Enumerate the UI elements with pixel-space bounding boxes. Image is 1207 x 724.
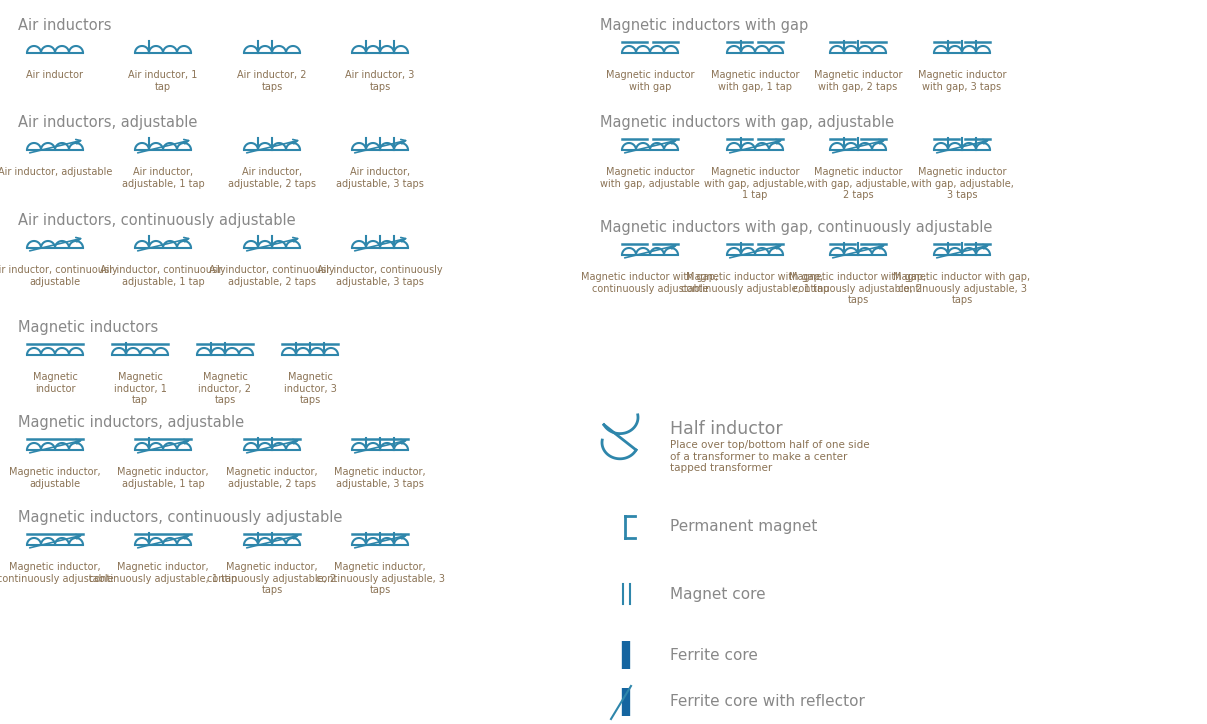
Text: Air inductor, 3
taps: Air inductor, 3 taps — [345, 70, 415, 92]
Text: Magnetic inductor
with gap, 3 taps: Magnetic inductor with gap, 3 taps — [917, 70, 1007, 92]
Text: Magnetic inductor with gap,
continuously adjustable, 3
taps: Magnetic inductor with gap, continuously… — [893, 272, 1031, 306]
Text: Air inductor, 1
tap: Air inductor, 1 tap — [128, 70, 198, 92]
Text: Permanent magnet: Permanent magnet — [670, 520, 817, 534]
Text: Magnetic inductor with gap,
continuously adjustable, 1 tap: Magnetic inductor with gap, continuously… — [681, 272, 829, 294]
Text: Magnetic inductor
with gap, 2 taps: Magnetic inductor with gap, 2 taps — [814, 70, 903, 92]
Text: Air inductors: Air inductors — [18, 18, 111, 33]
Text: Magnetic inductor
with gap, adjustable,
1 tap: Magnetic inductor with gap, adjustable, … — [704, 167, 806, 201]
Text: Magnetic inductor,
continuously adjustable, 3
taps: Magnetic inductor, continuously adjustab… — [315, 562, 444, 595]
Text: Magnet core: Magnet core — [670, 586, 765, 602]
Text: Air inductor, continuously
adjustable: Air inductor, continuously adjustable — [0, 265, 118, 287]
Text: Ferrite core with reflector: Ferrite core with reflector — [670, 694, 865, 710]
Text: Ferrite core: Ferrite core — [670, 647, 758, 662]
Text: Magnetic inductor
with gap: Magnetic inductor with gap — [606, 70, 694, 92]
Text: Air inductor, 2
taps: Air inductor, 2 taps — [238, 70, 307, 92]
Text: Air inductors, continuously adjustable: Air inductors, continuously adjustable — [18, 213, 296, 228]
Text: Magnetic
inductor, 2
taps: Magnetic inductor, 2 taps — [198, 372, 251, 405]
Text: Air inductor: Air inductor — [27, 70, 83, 80]
Text: Magnetic inductor with gap,
continuously adjustable, 2
taps: Magnetic inductor with gap, continuously… — [789, 272, 927, 306]
Text: Magnetic inductor,
adjustable, 2 taps: Magnetic inductor, adjustable, 2 taps — [226, 467, 317, 489]
Text: Magnetic inductors with gap, continuously adjustable: Magnetic inductors with gap, continuousl… — [600, 220, 992, 235]
Text: Air inductor, adjustable: Air inductor, adjustable — [0, 167, 112, 177]
Text: Air inductor,
adjustable, 3 taps: Air inductor, adjustable, 3 taps — [336, 167, 424, 188]
Text: Magnetic inductor
with gap, adjustable,
3 taps: Magnetic inductor with gap, adjustable, … — [910, 167, 1014, 201]
Text: Magnetic inductors, adjustable: Magnetic inductors, adjustable — [18, 415, 244, 430]
Text: Air inductors, adjustable: Air inductors, adjustable — [18, 115, 198, 130]
Text: Magnetic inductor
with gap, 1 tap: Magnetic inductor with gap, 1 tap — [711, 70, 799, 92]
Text: Place over top/bottom half of one side
of a transformer to make a center
tapped : Place over top/bottom half of one side o… — [670, 440, 869, 473]
Text: Air inductor, continuously
adjustable, 2 taps: Air inductor, continuously adjustable, 2… — [209, 265, 334, 287]
Text: Magnetic inductors with gap, adjustable: Magnetic inductors with gap, adjustable — [600, 115, 894, 130]
Text: Magnetic inductor
with gap, adjustable,
2 taps: Magnetic inductor with gap, adjustable, … — [806, 167, 909, 201]
Text: Magnetic inductor,
continuously adjustable, 2
taps: Magnetic inductor, continuously adjustab… — [208, 562, 337, 595]
Text: Magnetic inductor with gap,
continuously adjustable: Magnetic inductor with gap, continuously… — [582, 272, 718, 294]
Text: Magnetic inductors, continuously adjustable: Magnetic inductors, continuously adjusta… — [18, 510, 343, 525]
Text: Magnetic inductor,
adjustable, 1 tap: Magnetic inductor, adjustable, 1 tap — [117, 467, 209, 489]
Text: Magnetic
inductor: Magnetic inductor — [33, 372, 77, 394]
Text: Magnetic inductor,
adjustable, 3 taps: Magnetic inductor, adjustable, 3 taps — [334, 467, 426, 489]
Text: Magnetic
inductor, 3
taps: Magnetic inductor, 3 taps — [284, 372, 337, 405]
Text: Magnetic inductor,
continuously adjustable, 1 tap: Magnetic inductor, continuously adjustab… — [89, 562, 237, 584]
Text: Magnetic inductors: Magnetic inductors — [18, 320, 158, 335]
Text: Magnetic inductors with gap: Magnetic inductors with gap — [600, 18, 809, 33]
Text: Air inductor,
adjustable, 2 taps: Air inductor, adjustable, 2 taps — [228, 167, 316, 188]
Text: Half inductor: Half inductor — [670, 420, 782, 438]
Text: Magnetic inductor,
continuously adjustable: Magnetic inductor, continuously adjustab… — [0, 562, 113, 584]
Text: Magnetic inductor,
adjustable: Magnetic inductor, adjustable — [10, 467, 101, 489]
Text: Magnetic inductor
with gap, adjustable: Magnetic inductor with gap, adjustable — [600, 167, 700, 188]
Text: Air inductor, continuously
adjustable, 3 taps: Air inductor, continuously adjustable, 3… — [317, 265, 443, 287]
Text: Air inductor, continuously
adjustable, 1 tap: Air inductor, continuously adjustable, 1… — [100, 265, 226, 287]
Text: Air inductor,
adjustable, 1 tap: Air inductor, adjustable, 1 tap — [122, 167, 204, 188]
Text: Magnetic
inductor, 1
tap: Magnetic inductor, 1 tap — [113, 372, 167, 405]
